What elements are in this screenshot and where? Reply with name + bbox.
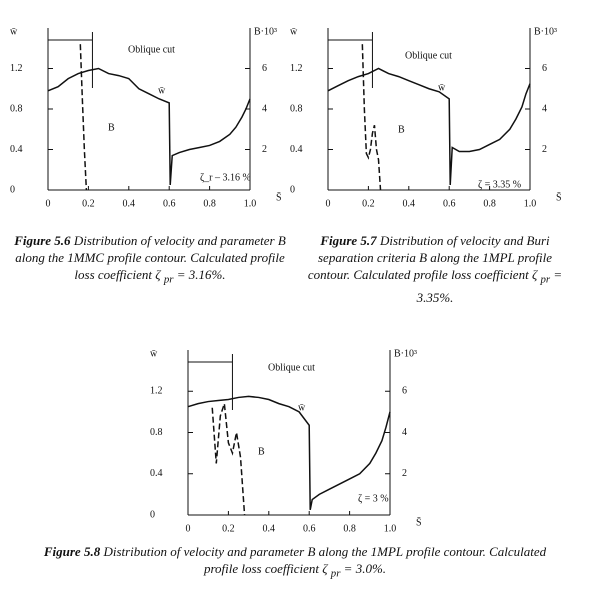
- y-tick-label: 0: [10, 184, 15, 195]
- y-tick-label: 0.4: [150, 468, 163, 479]
- y2-tick-label: 4: [542, 103, 547, 114]
- chart: w̄ B·10³ S̄ 0 0.4 0.8 1.2 2 4 6 0 0.2 0.4 0.6 0.8 1.0 Ob…: [150, 348, 422, 534]
- y-axis-label: w̄: [10, 26, 18, 37]
- y2-tick-label: 2: [402, 468, 407, 479]
- x-tick-label: 1.0: [384, 523, 397, 534]
- x-tick-label: 0.4: [403, 198, 416, 209]
- x-tick-label: 0.6: [303, 523, 316, 534]
- y2-tick-label: 6: [542, 63, 547, 74]
- chart: w̄ B·10³ S̄ 0 0.4 0.8 1.2 2 4 6 0 0.2 0.4 0.6 0.8 1.0 Ob…: [10, 26, 282, 209]
- caption-symbol: ζ: [322, 561, 328, 576]
- series-line: [361, 44, 382, 191]
- caption: Figure 5.6 Distribution of velocity and …: [8, 232, 292, 289]
- caption-text: Distribution of velocity and parameter B…: [103, 544, 547, 576]
- caption-label: Figure 5.8: [43, 544, 101, 559]
- caption-subscript: pr: [163, 273, 174, 286]
- y-tick-label: 0.4: [10, 144, 23, 155]
- x-tick-label: 0: [326, 198, 331, 209]
- y-tick-label: 0.8: [10, 103, 23, 114]
- caption-symbol: ζ: [531, 267, 538, 282]
- annotation: B: [398, 124, 405, 135]
- y-tick-label: 1.2: [290, 63, 303, 74]
- caption-text: Distribution of velocity and Buri separa…: [307, 233, 552, 282]
- series-line: [327, 67, 531, 185]
- x-tick-label: 0.6: [443, 198, 456, 209]
- annotation: Oblique cut: [405, 50, 452, 61]
- y-tick-label: 0: [150, 509, 155, 520]
- y2-axis-label: B·10³: [534, 26, 557, 37]
- annotation: ζ = 3.35 %: [478, 179, 521, 190]
- x-tick-label: 0.2: [82, 198, 95, 209]
- y2-tick-label: 2: [262, 144, 267, 155]
- caption-subscript: pr: [540, 273, 551, 286]
- y2-axis-label: B·10³: [394, 348, 417, 359]
- caption-value: = 3.0%.: [343, 561, 387, 576]
- y-tick-label: 0.4: [290, 144, 303, 155]
- series-line: [211, 403, 246, 516]
- y2-tick-label: 2: [542, 144, 547, 155]
- y2-tick-label: 4: [262, 103, 267, 114]
- x-tick-label: 0.8: [343, 523, 356, 534]
- x-tick-label: 0.2: [362, 198, 375, 209]
- x-tick-label: 0.2: [222, 523, 235, 534]
- annotation: w̄: [438, 82, 446, 93]
- annotation: w̄: [158, 85, 166, 96]
- x-tick-label: 0: [186, 523, 191, 534]
- x-tick-label: 1.0: [244, 198, 257, 209]
- annotation: ζ_r – 3.16 %: [200, 172, 251, 183]
- caption: Figure 5.7 Distribution of velocity and …: [300, 232, 570, 306]
- x-tick-label: 0.8: [203, 198, 216, 209]
- caption: Figure 5.8 Distribution of velocity and …: [40, 543, 550, 583]
- annotation: ζ = 3 %: [358, 493, 389, 504]
- x-axis-label: S̄: [556, 191, 562, 203]
- annotation: w̄: [298, 402, 306, 413]
- y-tick-label: 0.8: [150, 427, 163, 438]
- caption-text: Distribution of velocity and parameter B…: [15, 233, 286, 282]
- annotation: B: [108, 122, 115, 133]
- caption-value: = 3.35%.: [416, 267, 563, 305]
- annotation: Oblique cut: [268, 362, 315, 373]
- caption-label: Figure 5.6: [14, 233, 71, 248]
- y-tick-label: 1.2: [150, 386, 163, 397]
- caption-subscript: pr: [330, 567, 341, 580]
- series-line: [79, 44, 88, 191]
- y-axis-label: w̄: [290, 26, 298, 37]
- y2-tick-label: 6: [262, 63, 267, 74]
- y-axis-label: w̄: [150, 348, 158, 359]
- caption-value: = 3.16%.: [176, 267, 226, 282]
- y2-tick-label: 4: [402, 427, 407, 438]
- x-tick-label: 0.4: [263, 523, 276, 534]
- y2-tick-label: 6: [402, 386, 407, 397]
- y2-axis-label: B·10³: [254, 26, 277, 37]
- x-tick-label: 0.4: [123, 198, 136, 209]
- x-axis-label: S̄: [276, 191, 282, 203]
- chart: w̄ B·10³ S̄ 0 0.4 0.8 1.2 2 4 6 0 0.2 0.4 0.6 0.8 1.0 Ob…: [290, 26, 562, 209]
- annotation: Oblique cut: [128, 44, 175, 55]
- x-tick-label: 0: [46, 198, 51, 209]
- caption-symbol: ζ: [155, 267, 161, 282]
- x-tick-label: 0.6: [163, 198, 176, 209]
- series-line: [47, 67, 251, 185]
- x-axis-label: S̄: [416, 516, 422, 528]
- annotation: B: [258, 446, 265, 457]
- series-line: [187, 395, 391, 510]
- x-tick-label: 1.0: [524, 198, 537, 209]
- caption-label: Figure 5.7: [320, 233, 377, 248]
- x-tick-label: 0.8: [483, 198, 496, 209]
- y-tick-label: 1.2: [10, 63, 23, 74]
- y-tick-label: 0: [290, 184, 295, 195]
- y-tick-label: 0.8: [290, 103, 303, 114]
